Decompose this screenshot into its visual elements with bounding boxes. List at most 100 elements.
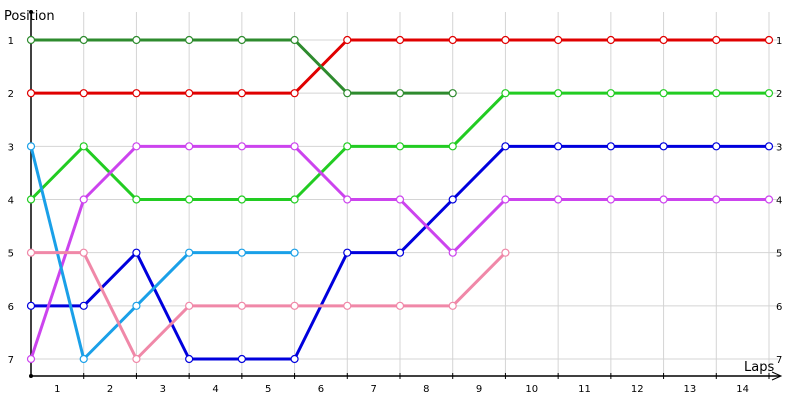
x-axis-arrow [771,371,783,381]
data-point [501,248,510,257]
data-point [237,301,246,310]
data-point [712,35,721,45]
x-tick-label: 8 [423,384,429,395]
data-point [343,248,352,257]
data-point [290,301,299,310]
x-tick-label: 10 [525,384,538,395]
y-tick-label: 3 [8,142,14,153]
data-point [343,301,352,310]
series [26,142,774,364]
data-point [501,35,510,45]
data-point [185,89,194,98]
data-point [237,354,246,364]
y-tick-label: 5 [8,249,14,260]
data-point [712,142,721,151]
x-tick-label: 4 [212,384,218,395]
data-point [132,248,141,257]
data-point [659,35,668,45]
data-point [343,35,352,45]
data-point [132,195,141,204]
data-point [132,301,141,310]
series-line [29,145,295,361]
x-tick-label: 6 [318,384,324,395]
data-point [606,195,615,204]
x-tick-label: 14 [736,384,749,395]
y-tick-label: 1 [8,36,14,47]
data-point [237,142,246,151]
data-point [79,354,88,364]
data-point [395,301,405,310]
data-point [237,35,246,45]
right-y-tick-label: 2 [776,89,782,100]
series [26,35,457,98]
data-point [343,89,352,98]
data-point [395,248,405,257]
y-tick-label: 2 [8,89,14,100]
x-tick-label: 12 [631,384,644,395]
x-tick-label: 13 [684,384,697,395]
data-point [26,142,36,151]
data-point [26,301,36,310]
data-point [448,89,457,98]
series [26,248,510,364]
data-point [237,248,246,257]
series [26,89,774,204]
data-point [290,248,299,257]
data-point [26,89,36,98]
data-point [448,35,457,45]
data-point [26,248,36,257]
data-point [79,248,88,257]
data-point [79,89,88,98]
data-point [712,89,721,98]
data-point [764,35,774,45]
series [26,35,774,98]
data-point [185,195,194,204]
data-point [290,354,299,364]
data-point [448,248,457,257]
data-point [132,89,141,98]
data-point [659,89,668,98]
data-point [395,35,405,45]
x-axis-title: Laps [744,360,774,375]
axes [29,10,783,381]
data-point [79,35,88,45]
data-point [290,142,299,151]
data-point [554,35,563,45]
data-point [290,89,299,98]
data-point [343,142,352,151]
data-point [659,142,668,151]
data-point [185,301,194,310]
data-point [185,248,194,257]
right-y-tick-label: 3 [776,142,782,153]
right-y-tick-label: 5 [776,249,782,260]
grid [31,12,778,376]
data-point [395,195,405,204]
x-tick-label: 7 [370,384,376,395]
y-axis-title: Position [4,9,55,24]
data-point [554,89,563,98]
right-y-tick-label: 1 [776,36,782,47]
data-point [26,35,36,45]
data-point [501,195,510,204]
right-y-tick-label: 7 [776,355,782,366]
x-tick-label: 9 [476,384,482,395]
y-tick-label: 6 [8,302,14,313]
data-point [659,195,668,204]
data-point [343,195,352,204]
data-point [26,354,36,364]
data-point [606,142,615,151]
data-point [132,142,141,151]
data-point [764,195,774,204]
data-point [79,195,88,204]
data-point [237,195,246,204]
data-point [395,89,405,98]
right-y-tick-label: 6 [776,302,782,313]
data-point [501,142,510,151]
data-point [185,354,194,364]
data-point [79,142,88,151]
data-point [185,142,194,151]
y-axis-arrow [29,10,33,14]
